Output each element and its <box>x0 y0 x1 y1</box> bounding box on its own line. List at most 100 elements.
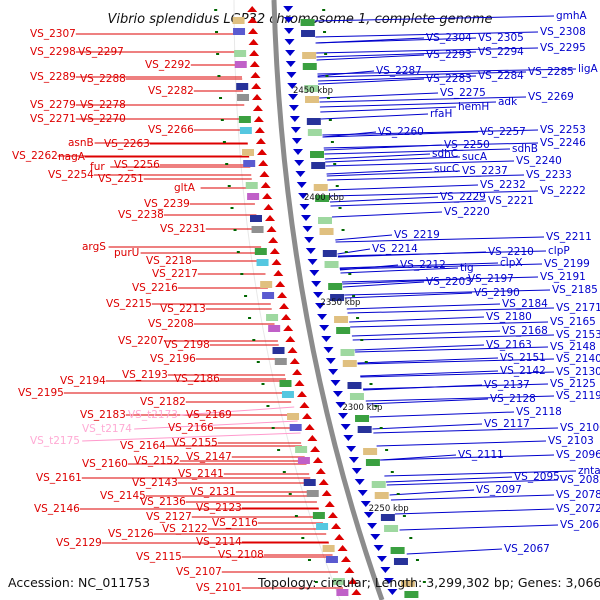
minus-strand-gene <box>338 413 349 419</box>
gene-leader-line <box>320 106 457 113</box>
gene-label: VS_2253 <box>540 124 586 136</box>
feature-block <box>318 217 333 224</box>
minus-strand-gene <box>370 534 381 540</box>
gene-leader-line <box>363 383 549 390</box>
feature-block <box>334 316 349 323</box>
plus-strand-gene <box>334 534 345 540</box>
gene-label: VS_2307 <box>30 28 76 40</box>
feature-block <box>302 52 317 59</box>
feature-block <box>340 349 355 356</box>
gene-label: VS_2250 <box>444 139 490 151</box>
gene-leader-line <box>315 31 539 38</box>
gene-label: VS_2257 <box>480 126 526 138</box>
tick-mark <box>271 427 275 429</box>
plus-strand-gene <box>248 28 259 34</box>
minus-strand-gene <box>288 105 299 111</box>
gene-label: VS_2115 <box>136 551 182 563</box>
gene-label: VS_2119 <box>556 390 600 402</box>
gene-leader-line <box>317 68 577 75</box>
gene-label: VS_2279 <box>30 99 76 111</box>
gene-label: VS_2142 <box>500 365 546 377</box>
gene-label: VS_2294 <box>478 46 524 58</box>
minus-strand-gene <box>298 193 309 199</box>
gene-leader-line <box>399 524 559 531</box>
gene-label: VS_2184 <box>502 298 548 310</box>
feature-block <box>232 17 245 24</box>
plus-strand-gene <box>248 39 259 45</box>
gene-label: VS_2153 <box>556 329 600 341</box>
tick-mark <box>333 163 337 165</box>
gene-label: VS_2271 <box>30 113 76 125</box>
gene-label: VS_2095 <box>514 471 560 483</box>
gene-label: VS_2111 <box>458 449 504 461</box>
gene-label: nagA <box>58 151 86 163</box>
gene-label: VS_2222 <box>540 185 586 197</box>
gene-leader-line <box>316 47 539 54</box>
plus-strand-gene <box>252 94 263 100</box>
gene-label: VS_2194 <box>60 375 106 387</box>
tick-mark <box>396 493 400 495</box>
gene-leader-line <box>134 420 298 430</box>
plus-strand-gene <box>253 116 264 122</box>
gene-leader-line <box>341 276 539 283</box>
gene-label: VS_2145 <box>100 490 146 502</box>
gene-label: VS_2275 <box>440 87 486 99</box>
tick-mark <box>390 471 394 473</box>
gene-label: VS_2219 <box>394 229 440 241</box>
feature-block <box>238 116 251 123</box>
gene-leader-line <box>342 281 425 288</box>
feature-block <box>250 215 263 222</box>
feature-block <box>243 160 256 167</box>
gene-label: VS_2208 <box>148 318 194 330</box>
gene-label: VS_2190 <box>474 287 520 299</box>
gene-label: rfaH <box>430 108 452 120</box>
gene-leader-line <box>337 248 371 255</box>
feature-block <box>262 292 275 299</box>
gene-label: VS_2284 <box>478 70 524 82</box>
gene-label: VS_2220 <box>444 206 490 218</box>
plus-strand-gene <box>312 457 323 463</box>
minus-strand-gene <box>325 358 336 364</box>
gene-label: VS_2096 <box>556 449 600 461</box>
gene-label: VS_2270 <box>80 113 126 125</box>
gene-label: VS_2117 <box>484 418 530 430</box>
gene-label: VS_2239 <box>144 198 190 210</box>
gene-leader-line <box>346 303 501 310</box>
feature-block <box>307 129 322 136</box>
feature-block <box>330 294 345 301</box>
gene-label: VS_2305 <box>478 32 524 44</box>
feature-block <box>303 479 316 486</box>
gene-label: VS_2122 <box>162 523 208 535</box>
gene-label: VS_2131 <box>190 486 236 498</box>
minus-strand-gene <box>343 435 354 441</box>
minus-strand-gene <box>301 215 312 221</box>
gene-leader-line <box>180 406 295 416</box>
gene-label: VS_2146 <box>34 503 80 515</box>
plus-strand-gene <box>250 72 261 78</box>
tick-mark <box>216 53 220 55</box>
tick-mark <box>307 559 311 561</box>
plus-strand-gene <box>249 50 260 56</box>
tick-mark <box>360 339 364 341</box>
gene-label: VS_2143 <box>132 477 178 489</box>
minus-strand-gene <box>317 314 328 320</box>
gene-label: VS_2231 <box>160 223 206 235</box>
gene-label: VS_2140 <box>556 353 600 365</box>
plus-strand-gene <box>259 171 270 177</box>
gene-label: VS_2218 <box>146 255 192 267</box>
plus-strand-gene <box>266 226 277 232</box>
gene-label: VS_2287 <box>376 65 422 77</box>
tick-mark <box>379 427 383 429</box>
plus-strand-gene <box>331 523 342 529</box>
feature-block <box>380 514 395 521</box>
minus-strand-gene <box>296 182 307 188</box>
feature-block <box>336 589 349 596</box>
gene-label: VS_t2175 <box>30 435 80 447</box>
feature-block <box>347 382 362 389</box>
minus-strand-gene <box>283 17 294 23</box>
gene-label: VS_2137 <box>484 379 530 391</box>
gene-label: VS_2065 <box>560 519 600 531</box>
gene-label: VS_2197 <box>468 273 514 285</box>
gene-label: VS_2107 <box>176 566 222 578</box>
gene-label: VS_2308 <box>540 26 586 38</box>
